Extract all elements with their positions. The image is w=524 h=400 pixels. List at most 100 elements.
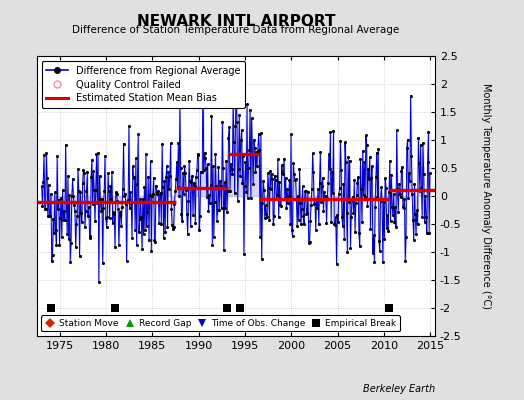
Point bbox=[421, 193, 430, 200]
Point bbox=[417, 185, 425, 191]
Point bbox=[111, 244, 119, 250]
Point bbox=[391, 204, 399, 211]
Point bbox=[234, 198, 242, 204]
Point bbox=[368, 250, 377, 256]
Point bbox=[225, 124, 233, 130]
Point bbox=[79, 180, 87, 186]
Point bbox=[68, 176, 77, 182]
Point bbox=[110, 208, 118, 215]
Point bbox=[294, 216, 303, 223]
Point bbox=[334, 219, 342, 225]
Point bbox=[424, 128, 432, 135]
Point bbox=[299, 213, 308, 219]
Point bbox=[55, 242, 63, 249]
Point bbox=[83, 168, 91, 175]
Point bbox=[140, 184, 148, 190]
Point bbox=[154, 188, 162, 194]
Point bbox=[366, 154, 374, 160]
Point bbox=[263, 214, 271, 220]
Point bbox=[281, 195, 289, 201]
Point bbox=[296, 200, 304, 206]
Point bbox=[407, 153, 416, 159]
Point bbox=[141, 151, 150, 157]
Point bbox=[185, 158, 193, 164]
Point bbox=[301, 188, 310, 194]
Point bbox=[150, 236, 159, 243]
Point bbox=[143, 222, 151, 229]
Point bbox=[243, 100, 251, 107]
Point bbox=[319, 208, 328, 214]
Point bbox=[200, 150, 209, 156]
Point bbox=[63, 231, 71, 237]
Point bbox=[355, 230, 363, 237]
Point bbox=[216, 178, 224, 184]
Point bbox=[40, 152, 48, 158]
Point bbox=[392, 224, 400, 230]
Point bbox=[61, 141, 70, 148]
Point bbox=[409, 217, 417, 223]
Point bbox=[130, 174, 138, 180]
Point bbox=[84, 213, 92, 220]
Point bbox=[71, 244, 80, 250]
Point bbox=[282, 205, 290, 212]
Point bbox=[309, 169, 318, 176]
Point bbox=[139, 196, 147, 203]
Point bbox=[67, 239, 75, 246]
Point bbox=[417, 142, 425, 148]
Point bbox=[99, 205, 107, 212]
Point bbox=[66, 259, 74, 265]
Point bbox=[350, 210, 358, 216]
Point bbox=[54, 205, 62, 212]
Point bbox=[230, 138, 238, 145]
Point bbox=[291, 176, 300, 183]
Point bbox=[221, 205, 230, 211]
Point bbox=[272, 196, 280, 203]
Point bbox=[92, 151, 101, 158]
Point bbox=[340, 236, 348, 243]
Point bbox=[278, 162, 286, 168]
Point bbox=[148, 193, 156, 199]
Point bbox=[269, 221, 277, 228]
Point bbox=[335, 191, 343, 197]
Point bbox=[288, 226, 296, 233]
Point bbox=[383, 212, 391, 218]
Point bbox=[190, 180, 198, 186]
Point bbox=[390, 219, 399, 226]
Point bbox=[169, 224, 178, 230]
Point bbox=[314, 186, 322, 192]
Point bbox=[203, 194, 211, 200]
Point bbox=[209, 163, 217, 170]
Point bbox=[276, 202, 285, 208]
Point bbox=[141, 227, 149, 233]
Point bbox=[245, 147, 254, 153]
Point bbox=[151, 239, 159, 246]
Point bbox=[356, 156, 365, 163]
Point bbox=[201, 155, 210, 162]
Point bbox=[322, 192, 330, 199]
Point bbox=[389, 212, 397, 218]
Point bbox=[208, 242, 216, 248]
Point bbox=[95, 279, 103, 286]
Point bbox=[161, 228, 169, 235]
Point bbox=[270, 213, 278, 219]
Point bbox=[77, 210, 85, 217]
Point bbox=[81, 224, 89, 231]
Point bbox=[226, 188, 234, 194]
Point bbox=[378, 197, 386, 203]
Point bbox=[294, 193, 302, 200]
Point bbox=[137, 214, 146, 220]
Point bbox=[177, 165, 185, 172]
Point bbox=[72, 220, 81, 227]
Point bbox=[159, 184, 167, 190]
Text: Difference of Station Temperature Data from Regional Average: Difference of Station Temperature Data f… bbox=[72, 25, 399, 35]
Point bbox=[372, 174, 380, 180]
Point bbox=[48, 257, 56, 264]
Point bbox=[399, 204, 407, 210]
Point bbox=[102, 223, 111, 230]
Point bbox=[190, 183, 199, 189]
Point bbox=[73, 212, 81, 219]
Point bbox=[53, 153, 61, 160]
Point bbox=[307, 202, 315, 208]
Point bbox=[89, 201, 97, 207]
Point bbox=[385, 189, 393, 196]
